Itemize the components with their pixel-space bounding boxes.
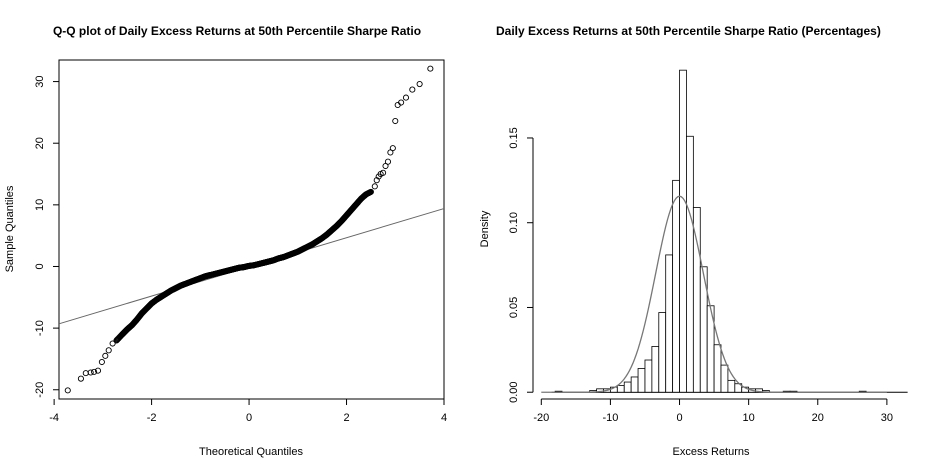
qq-point: [402, 94, 410, 101]
qq-point: [392, 117, 399, 125]
histogram-bar: [623, 381, 632, 393]
histogram-title: Daily Excess Returns at 50th Percentile …: [496, 24, 881, 38]
histogram-y-tick-label: 0.10: [508, 212, 520, 233]
histogram-x-tick-label: 0: [676, 412, 682, 424]
qq-point: [371, 183, 378, 190]
qq-x-tick-label: 4: [441, 412, 447, 424]
histogram-bar: [616, 385, 625, 393]
qq-point: [109, 340, 116, 347]
histogram-bar: [658, 312, 667, 393]
qq-point: [105, 347, 112, 354]
histogram-x-tick-label: -20: [533, 412, 549, 424]
histogram-y-tick-label: 0.00: [508, 382, 520, 403]
qq-y-tick-label: 10: [34, 199, 46, 211]
qq-point: [427, 65, 434, 72]
qq-point: [384, 158, 392, 165]
qq-point: [380, 169, 387, 176]
qq-x-tick-label: 0: [246, 412, 252, 424]
histogram-bar: [672, 179, 680, 393]
density-curve-group: [541, 195, 887, 393]
histogram-x-axis-label: Excess Returns: [672, 446, 750, 458]
histogram-y-ticks: 0.00 0.05 0.10 0.15: [508, 127, 534, 403]
qq-x-axis-label: Theoretical Quantiles: [199, 446, 303, 458]
qq-point: [373, 177, 380, 184]
histogram-x-tick-label: 20: [812, 412, 824, 424]
qq-point: [409, 86, 416, 93]
qq-point: [389, 145, 396, 152]
histogram-x-tick-label: -10: [602, 412, 618, 424]
qq-point: [91, 368, 98, 375]
qq-plot-panel: Q-Q plot of Daily Excess Returns at 50th…: [4, 24, 447, 458]
histogram-bar: [644, 359, 653, 393]
histogram-y-tick-label: 0.15: [508, 127, 520, 148]
qq-point: [87, 369, 94, 376]
histogram-x-tick-label: 10: [743, 412, 755, 424]
histogram-panel: Daily Excess Returns at 50th Percentile …: [479, 24, 908, 458]
qq-point: [82, 370, 89, 377]
qq-y-tick-label: 0: [34, 263, 46, 269]
qq-y-tick-label: -20: [34, 382, 46, 398]
qq-x-ticks: -4 -2 0 2 4: [49, 399, 447, 424]
qq-plot-frame: [58, 59, 445, 400]
qq-y-axis-label: Sample Quantiles: [4, 185, 16, 272]
histogram-bar: [713, 344, 722, 393]
histogram-x-tick-label: 30: [881, 412, 893, 424]
histogram-bar: [720, 364, 729, 393]
qq-y-ticks: -20 -10 0 10 20 30: [34, 75, 59, 398]
qq-point: [77, 375, 84, 382]
histogram-bars: [551, 69, 908, 393]
qq-point: [98, 358, 105, 366]
density-curve: [541, 195, 887, 393]
histogram-bar: [651, 346, 660, 393]
qq-y-tick-label: 30: [34, 75, 46, 87]
histogram-bar: [630, 376, 639, 393]
histogram-bar: [727, 379, 736, 393]
qq-point: [416, 80, 423, 88]
qq-y-tick-label: 20: [34, 137, 46, 149]
qq-x-tick-label: -4: [49, 412, 59, 424]
histogram-bar: [665, 254, 674, 393]
qq-point: [102, 352, 109, 359]
qq-plot-title: Q-Q plot of Daily Excess Returns at 50th…: [53, 24, 421, 38]
qq-x-tick-label: 2: [343, 412, 349, 424]
histogram-bar: [679, 69, 687, 393]
qq-point: [398, 99, 405, 106]
histogram-bar: [686, 135, 694, 393]
histogram-x-ticks: -20 -10 0 10 20 30: [533, 398, 893, 424]
histogram-bar: [637, 368, 646, 393]
qq-x-tick-label: -2: [147, 412, 157, 424]
qq-point: [94, 367, 102, 374]
qq-point: [64, 387, 71, 394]
histogram-y-tick-label: 0.05: [508, 297, 520, 318]
histogram-bar: [692, 207, 701, 393]
qq-points: [64, 65, 434, 394]
histogram-y-axis-label: Density: [479, 210, 491, 247]
qq-y-tick-label: -10: [34, 320, 46, 336]
qq-point: [367, 188, 374, 195]
